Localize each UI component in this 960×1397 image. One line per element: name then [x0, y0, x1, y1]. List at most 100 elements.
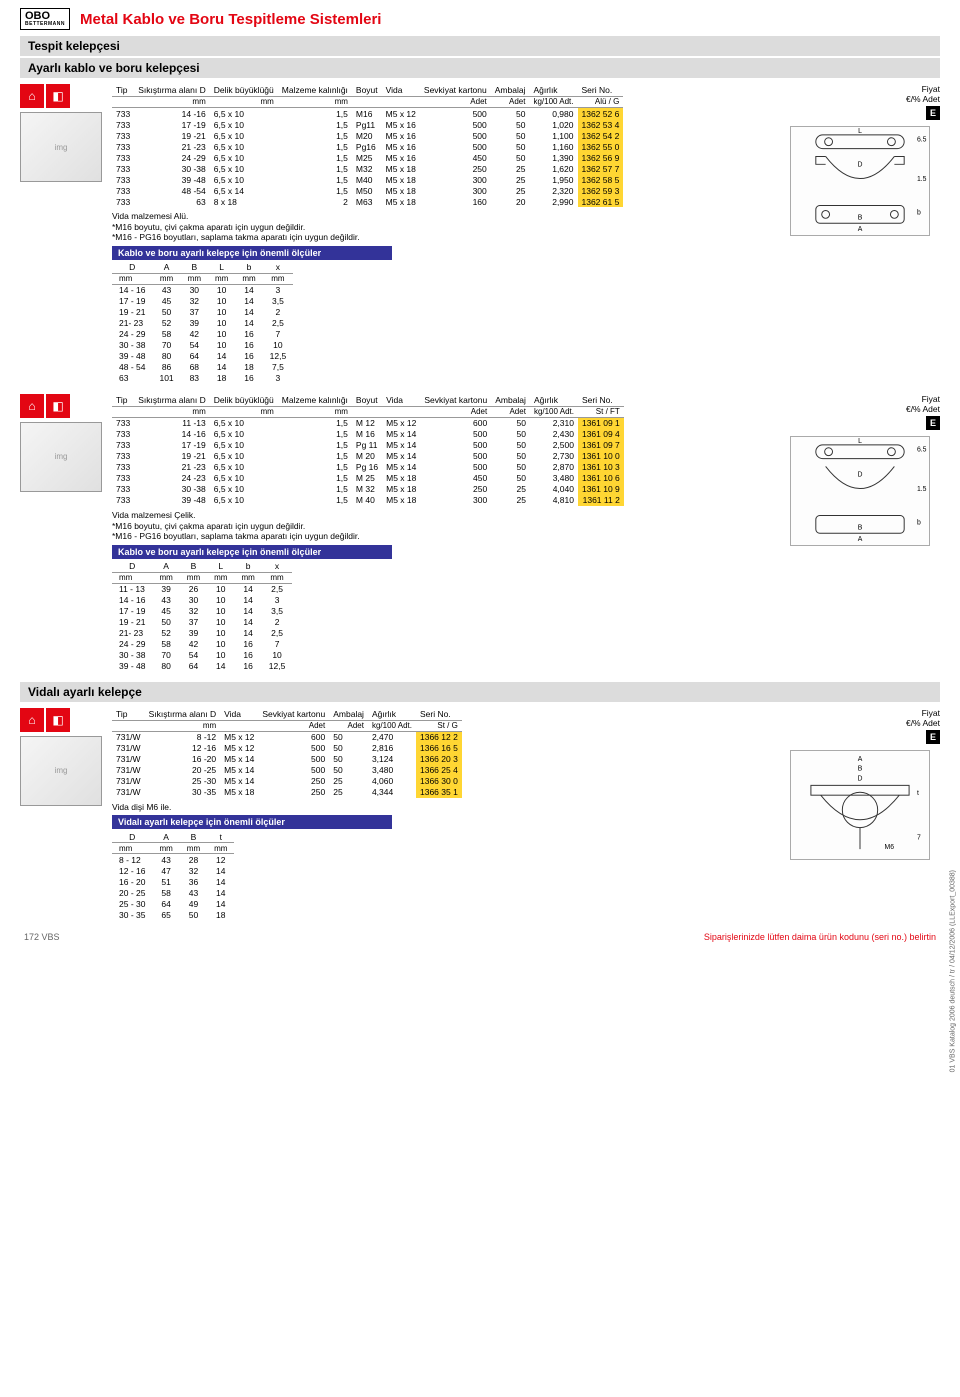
data-cell: 50 [329, 754, 368, 765]
data-cell: Pg11 [352, 119, 382, 130]
dim-cell: 43 [152, 854, 179, 866]
unit-cell [112, 406, 134, 417]
dim-cell: 10 [208, 307, 235, 318]
data-cell: 300 [420, 495, 491, 506]
data-cell: 1,5 [278, 440, 352, 451]
data-cell: M 20 [352, 451, 382, 462]
data-cell: 1366 30 0 [416, 776, 462, 787]
data-cell: 19 -21 [134, 451, 210, 462]
table-row: 73319 -216,5 x 101,5M20M5 x 16500501,100… [112, 130, 623, 141]
dim-cell: 10 [208, 284, 235, 296]
data-cell: M5 x 18 [382, 495, 420, 506]
data-cell: 1,5 [278, 108, 352, 120]
dim-cell: 10 [207, 639, 234, 650]
data-cell: 1361 09 1 [578, 417, 624, 429]
data-cell: 1366 12 2 [416, 731, 462, 743]
data-cell: 11 -13 [134, 417, 210, 429]
data-cell: 3,124 [368, 754, 416, 765]
data-cell: 2 [278, 196, 352, 207]
data-cell: 1,100 [529, 130, 577, 141]
data-cell: 1,5 [278, 163, 352, 174]
icon-mount: ◧ [46, 708, 70, 732]
svg-text:L: L [858, 128, 862, 135]
data-cell: 50 [491, 152, 530, 163]
data-cell: 1366 16 5 [416, 743, 462, 754]
unit-cell [112, 97, 134, 108]
dim-cell: 18 [235, 362, 262, 373]
data-cell: 30 -38 [134, 484, 210, 495]
col-header: Sevkiyat kartonu [258, 708, 329, 721]
data-cell: 12 -16 [145, 743, 221, 754]
data-cell: 2,990 [529, 196, 577, 207]
dim-cell: 39 [181, 318, 208, 329]
dim-cell: 19 - 21 [112, 307, 152, 318]
dim-unit: mm [208, 273, 235, 284]
col-header: Ağırlık [530, 394, 578, 407]
dim-cell: 14 [207, 887, 234, 898]
product-block-2: ⌂ ◧ img TipSıkıştırma alanı DDelik büyük… [20, 394, 940, 672]
dim-cell: 16 [235, 340, 262, 351]
data-cell: 733 [112, 196, 134, 207]
col-header: Ambalaj [491, 394, 530, 407]
table-row: 73319 -216,5 x 101,5M 20M5 x 14500502,73… [112, 451, 624, 462]
dim-unit: mm [262, 572, 293, 583]
dim-row: 30 - 387054101610 [112, 340, 293, 351]
dim-cell: 14 [207, 865, 234, 876]
svg-text:L: L [858, 438, 862, 445]
dim-col: x [262, 561, 293, 573]
note-line: Vida malzemesi Çelik. [112, 510, 780, 521]
unit-cell [352, 97, 382, 108]
dim-cell: 14 [235, 318, 262, 329]
material-cell: St / G [416, 720, 462, 731]
data-cell: 30 -35 [145, 787, 221, 798]
svg-text:A: A [858, 756, 863, 763]
dim-cell: 50 [180, 909, 207, 920]
e-box: E [926, 416, 940, 430]
dim-table-2: DABLbx mmmmmmmmmmmm 11 - 13392610142,514… [112, 561, 292, 672]
dim-row: 39 - 488064141612,5 [112, 351, 293, 362]
data-cell: M32 [352, 163, 382, 174]
dim-cell: 36 [180, 876, 207, 887]
data-cell: 733 [112, 119, 134, 130]
col-header: Ambalaj [329, 708, 368, 721]
data-cell: M5 x 12 [220, 743, 258, 754]
data-cell: 731/W [112, 743, 145, 754]
data-cell: M20 [352, 130, 382, 141]
dim-unit: mm [112, 273, 152, 284]
svg-text:7: 7 [917, 834, 921, 841]
data-cell: 24 -29 [134, 152, 210, 163]
data-cell: 1362 56 9 [578, 152, 624, 163]
data-cell: 6,5 x 10 [210, 417, 278, 429]
data-cell: 50 [491, 141, 530, 152]
icon-mount: ◧ [46, 84, 70, 108]
dim-cell: 12 - 16 [112, 865, 152, 876]
data-cell: 25 [491, 163, 530, 174]
data-cell: 50 [329, 731, 368, 743]
dim-row: 24 - 29584210167 [112, 639, 292, 650]
data-cell: 733 [112, 185, 134, 196]
data-cell: 25 [491, 174, 530, 185]
unit-cell [112, 720, 145, 731]
table-row: 73330 -386,5 x 101,5M 32M5 x 18250254,04… [112, 484, 624, 495]
data-cell: 733 [112, 152, 134, 163]
product-block-3: ⌂ ◧ img TipSıkıştırma alanı DVidaSevkiya… [20, 708, 940, 921]
table-row: 731/W8 -12M5 x 12600502,4701366 12 2 [112, 731, 462, 743]
col-header: Seri No. [578, 394, 624, 407]
data-cell: M 25 [352, 473, 382, 484]
data-cell: 160 [420, 196, 491, 207]
dim-row: 25 - 30644914 [112, 898, 234, 909]
data-cell: M5 x 14 [220, 765, 258, 776]
col-header: Tip [112, 84, 134, 97]
data-cell: 6,5 x 10 [210, 130, 278, 141]
dim-cell: 16 [234, 661, 261, 672]
dim-cell: 43 [152, 284, 180, 296]
logo-sub: BETTERMANN [25, 22, 65, 27]
data-cell: 25 [329, 787, 368, 798]
table-row: 73314 -166,5 x 101,5M 16M5 x 14500502,43… [112, 429, 624, 440]
dim-cell: 10 [207, 583, 234, 595]
e-box: E [926, 730, 940, 744]
data-cell: 21 -23 [134, 462, 210, 473]
data-cell: 39 -48 [134, 174, 210, 185]
price-unit: €/% Adet [906, 718, 940, 728]
dim-cell: 3 [262, 595, 293, 606]
